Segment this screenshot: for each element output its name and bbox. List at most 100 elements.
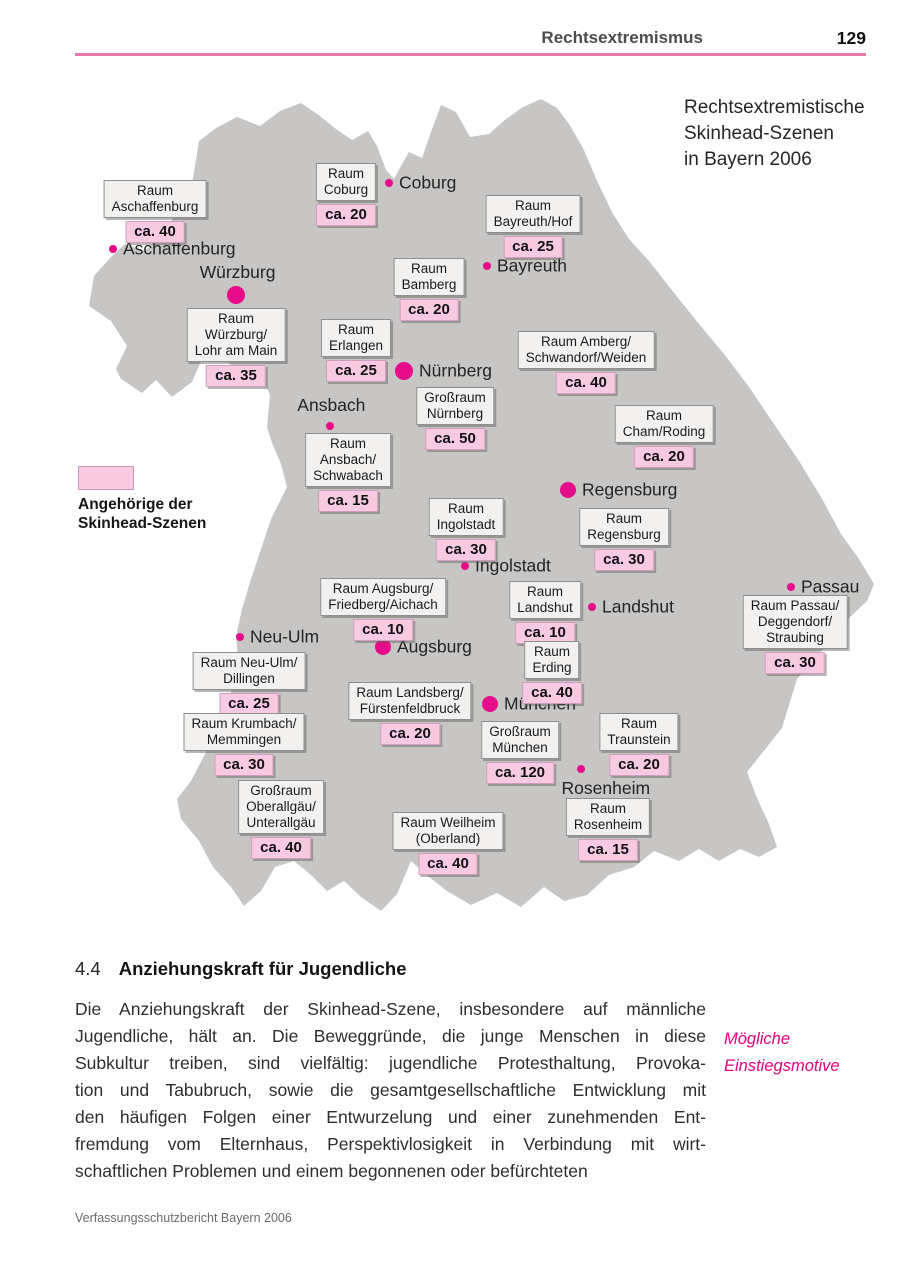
region-count-badge: ca. 30 xyxy=(765,652,825,674)
region-raum-regensburg: Raum Regensburg ca. 30 xyxy=(579,508,669,571)
page-header: Rechtsextremismus 129 xyxy=(75,28,866,54)
region-gro-raum-n-rnberg: Großraum Nürnberg ca. 50 xyxy=(416,387,494,450)
body-text-line: den häufigen Folgen einer Entwurzelung u… xyxy=(75,1107,706,1127)
region-count-badge: ca. 20 xyxy=(634,446,694,468)
region-count-badge: ca. 25 xyxy=(503,236,563,258)
region-name-box: Raum Rosenheim xyxy=(565,798,651,836)
margin-note: Mögliche Einstiegsmotive xyxy=(724,1030,840,1075)
region-raum-amberg-schwandorf-weiden: Raum Amberg/ Schwandorf/Weiden ca. 40 xyxy=(517,331,655,394)
city-label: Regensburg xyxy=(582,479,678,500)
legend-label: Angehörige der Skinhead-Szenen xyxy=(78,496,207,532)
region-count-badge: ca. 40 xyxy=(522,682,582,704)
city-label: Passau xyxy=(801,576,860,597)
region-count-badge: ca. 30 xyxy=(594,549,654,571)
region-count-badge: ca. 40 xyxy=(418,853,478,875)
section-heading: 4.4 Anziehungskraft für Jugendliche xyxy=(75,958,407,980)
city-dot-icon xyxy=(482,696,498,712)
city-dot-icon xyxy=(227,286,245,304)
region-name-box: Raum Amberg/ Schwandorf/Weiden xyxy=(517,331,655,369)
region-raum-aschaffenburg: Raum Aschaffenburg ca. 40 xyxy=(103,180,207,243)
region-raum-passau-deggendorf-straubing: Raum Passau/ Deggendorf/ Straubing ca. 30 xyxy=(742,595,848,674)
city-label: Aschaffenburg xyxy=(123,238,236,259)
body-paragraph: Die Anziehungskraft der Skinhead-Szene, … xyxy=(75,996,706,1185)
region-name-box: Raum Weilheim (Oberland) xyxy=(392,812,504,850)
region-count-badge: ca. 25 xyxy=(326,360,386,382)
region-count-badge: ca. 25 xyxy=(219,693,279,715)
map-title: Rechtsextremistische Skinhead-Szenen in … xyxy=(684,97,865,170)
city-label: Ansbach xyxy=(297,395,366,415)
region-name-box: Großraum Oberallgäu/ Unterallgäu xyxy=(238,780,324,834)
region-raum-ansbach-schwabach: Raum Ansbach/ Schwabach ca. 15 xyxy=(305,433,391,512)
region-raum-augsburg-friedberg-aichach: Raum Augsburg/ Friedberg/Aichach ca. 10 xyxy=(320,578,446,641)
body-text-line: tion und Tabubruch, sowie die gesamtgese… xyxy=(75,1080,706,1100)
region-name-box: Raum Bamberg xyxy=(393,258,465,296)
region-gro-raum-oberallg-u-unterallg-u: Großraum Oberallgäu/ Unterallgäu ca. 40 xyxy=(238,780,324,859)
region-name-box: Raum Traunstein xyxy=(599,713,679,751)
city-label: Bayreuth xyxy=(497,255,568,276)
city-dot-icon xyxy=(236,633,244,641)
region-raum-krumbach-memmingen: Raum Krumbach/ Memmingen ca. 30 xyxy=(183,713,305,776)
city-label: Würzburg xyxy=(199,262,276,282)
region-count-badge: ca. 50 xyxy=(425,428,485,450)
region-raum-w-rzburg-lohr-am-main: Raum Würzburg/ Lohr am Main ca. 35 xyxy=(186,308,286,387)
region-raum-rosenheim: Raum Rosenheim ca. 15 xyxy=(565,798,651,861)
region-count-badge: ca. 20 xyxy=(380,723,440,745)
city-label: Neu-Ulm xyxy=(250,626,320,647)
city-label: Nürnberg xyxy=(419,360,492,381)
region-raum-landshut: Raum Landshut ca. 10 xyxy=(509,581,581,644)
legend-swatch xyxy=(78,466,134,490)
region-count-badge: ca. 30 xyxy=(214,754,274,776)
region-name-box: Raum Bayreuth/Hof xyxy=(485,195,581,233)
region-raum-weilheim-oberland: Raum Weilheim (Oberland) ca. 40 xyxy=(392,812,504,875)
section-title: Anziehungskraft für Jugendliche xyxy=(118,958,407,979)
region-name-box: Raum Ansbach/ Schwabach xyxy=(305,433,391,487)
region-name-box: Großraum Nürnberg xyxy=(416,387,494,425)
city-dot-icon xyxy=(483,262,491,270)
body-text-line: Die Anziehungskraft der Skinhead-Szene, … xyxy=(75,999,706,1019)
region-count-badge: ca. 20 xyxy=(316,204,376,226)
body-text-line: fremdung vom Elternhaus, Perspektivlosig… xyxy=(75,1134,706,1154)
footer-text: Verfassungsschutzbericht Bayern 2006 xyxy=(75,1211,292,1225)
region-name-box: Raum Augsburg/ Friedberg/Aichach xyxy=(320,578,446,616)
region-name-box: Raum Neu-Ulm/ Dillingen xyxy=(192,652,306,690)
region-count-badge: ca. 35 xyxy=(206,365,266,387)
region-gro-raum-m-nchen: Großraum München ca. 120 xyxy=(481,721,559,784)
region-raum-landsberg-f-rstenfeldbruck: Raum Landsberg/ Fürstenfeldbruck ca. 20 xyxy=(348,682,472,745)
city-dot-icon xyxy=(395,362,413,380)
region-name-box: Raum Erding xyxy=(524,641,580,679)
region-name-box: Raum Landshut xyxy=(509,581,581,619)
region-count-badge: ca. 40 xyxy=(251,837,311,859)
region-count-badge: ca. 20 xyxy=(399,299,459,321)
body-text-line: Jugendliche, hält an. Die Beweggründe, d… xyxy=(75,1026,706,1046)
region-count-badge: ca. 40 xyxy=(556,372,616,394)
city-label: Augsburg xyxy=(397,636,472,657)
region-raum-ingolstadt: Raum Ingolstadt ca. 30 xyxy=(428,498,504,561)
city-dot-icon xyxy=(375,639,391,655)
region-raum-bayreuth-hof: Raum Bayreuth/Hof ca. 25 xyxy=(485,195,581,258)
section-number: 4.4 xyxy=(75,958,101,979)
region-raum-erlangen: Raum Erlangen ca. 25 xyxy=(320,319,392,382)
city-dot-icon xyxy=(787,583,795,591)
page-number: 129 xyxy=(836,28,866,48)
region-count-badge: ca. 120 xyxy=(485,762,555,784)
region-name-box: Raum Würzburg/ Lohr am Main xyxy=(186,308,286,362)
city-dot-icon xyxy=(385,179,393,187)
region-count-badge: ca. 30 xyxy=(436,539,496,561)
city-dot-icon xyxy=(326,422,334,430)
city-label: Coburg xyxy=(399,172,457,193)
body-text-line: Subkultur treiben, sind vielfältig: juge… xyxy=(75,1053,706,1073)
region-raum-neu-ulm-dillingen: Raum Neu-Ulm/ Dillingen ca. 25 xyxy=(192,652,306,715)
region-count-badge: ca. 40 xyxy=(125,221,185,243)
region-name-box: Großraum München xyxy=(481,721,559,759)
region-name-box: Raum Regensburg xyxy=(579,508,669,546)
region-raum-erding: Raum Erding ca. 40 xyxy=(522,641,582,704)
region-name-box: Raum Aschaffenburg xyxy=(103,180,207,218)
region-count-badge: ca. 20 xyxy=(609,754,669,776)
region-count-badge: ca. 15 xyxy=(318,490,378,512)
region-name-box: Raum Krumbach/ Memmingen xyxy=(183,713,305,751)
city-dot-icon xyxy=(577,765,585,773)
region-name-box: Raum Coburg xyxy=(315,163,377,201)
city-dot-icon xyxy=(588,603,596,611)
map-legend: Angehörige der Skinhead-Szenen xyxy=(78,466,206,533)
city-label: Landshut xyxy=(602,596,675,617)
